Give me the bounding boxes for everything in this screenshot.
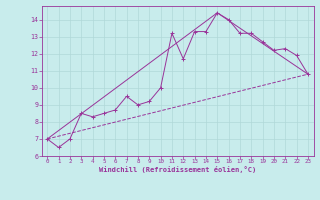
X-axis label: Windchill (Refroidissement éolien,°C): Windchill (Refroidissement éolien,°C): [99, 166, 256, 173]
